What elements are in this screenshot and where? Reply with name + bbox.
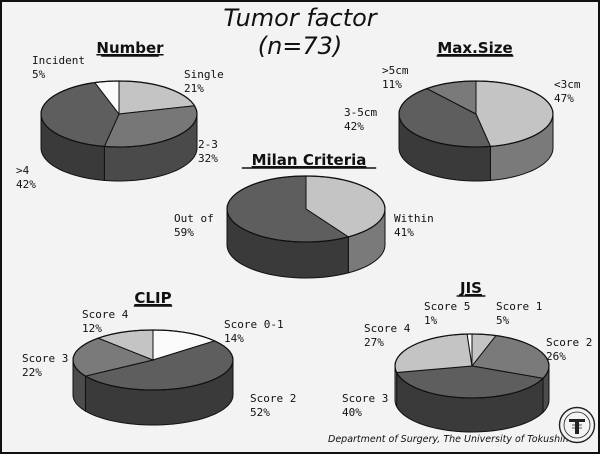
milan-label-out-of: Out of 59% <box>174 212 214 239</box>
milan-label-within: Within 41% <box>394 212 434 239</box>
maxsize-label-lt3cm: <3cm 47% <box>554 78 581 105</box>
number-rim <box>40 80 198 148</box>
clip-label-score4: Score 4 12% <box>82 308 129 335</box>
maxsize-label-3-5cm: 3-5cm 42% <box>344 106 378 133</box>
clip-label-score3: Score 3 22% <box>22 352 69 379</box>
jis-label-score2: Score 2 26% <box>546 336 593 363</box>
jis-label-score4: Score 4 27% <box>364 322 411 349</box>
jis-label-score5: Score 5 1% <box>424 300 471 327</box>
jis-label-score1: Score 1 5% <box>496 300 543 327</box>
university-seal-logo <box>558 406 596 444</box>
number-label-incident: Incident 5% <box>32 54 85 81</box>
milan-chart-title: Milan Criteria <box>252 151 367 169</box>
milan-rim <box>226 175 386 243</box>
jis-chart-title: JIS <box>459 279 482 297</box>
jis-rim <box>394 333 550 399</box>
number-chart-title: Number <box>96 39 164 57</box>
page-subtitle: (n=73) <box>257 32 343 60</box>
maxsize-rim <box>398 80 554 148</box>
maxsize-label-gt5cm: >5cm 11% <box>382 64 409 91</box>
clip-rim <box>72 329 234 391</box>
jis-label-score3: Score 3 40% <box>342 392 389 419</box>
clip-chart-title: CLIP <box>134 289 171 307</box>
clip-label-score2: Score 2 52% <box>250 392 297 419</box>
page-title: Tumor factor <box>223 4 377 32</box>
clip-label-score0-1: Score 0-1 14% <box>224 318 284 345</box>
number-label-single: Single 21% <box>184 68 224 95</box>
maxsize-chart-title: Max.Size <box>437 39 512 57</box>
footer-credit: Department of Surgery, The University of… <box>328 434 578 445</box>
number-label-2-3: 2-3 32% <box>198 138 218 165</box>
number-label-gt4: >4 42% <box>16 164 36 191</box>
